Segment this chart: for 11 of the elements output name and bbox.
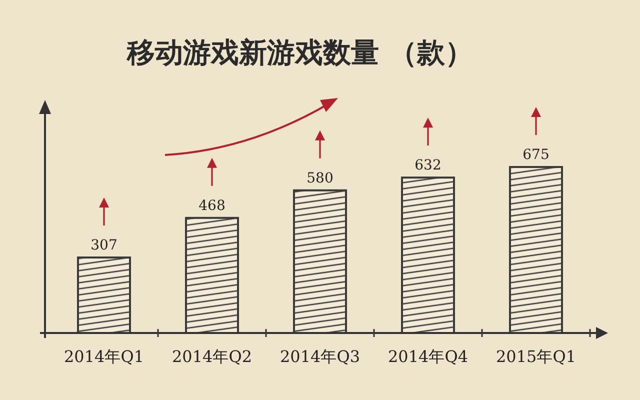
x-tick-label: 2014年Q1 <box>64 347 144 366</box>
x-tick-label: 2014年Q4 <box>388 347 468 366</box>
chart-title: 移动游戏新游戏数量 （款） <box>126 36 473 69</box>
x-tick-label: 2015年Q1 <box>496 347 576 366</box>
data-label: 307 <box>90 238 118 254</box>
x-tick-label: 2014年Q2 <box>172 347 252 366</box>
x-tick-label: 2014年Q3 <box>280 347 360 366</box>
data-label: 675 <box>522 147 550 163</box>
data-label: 468 <box>198 198 226 214</box>
data-label: 632 <box>414 158 442 174</box>
data-label: 580 <box>306 170 334 186</box>
